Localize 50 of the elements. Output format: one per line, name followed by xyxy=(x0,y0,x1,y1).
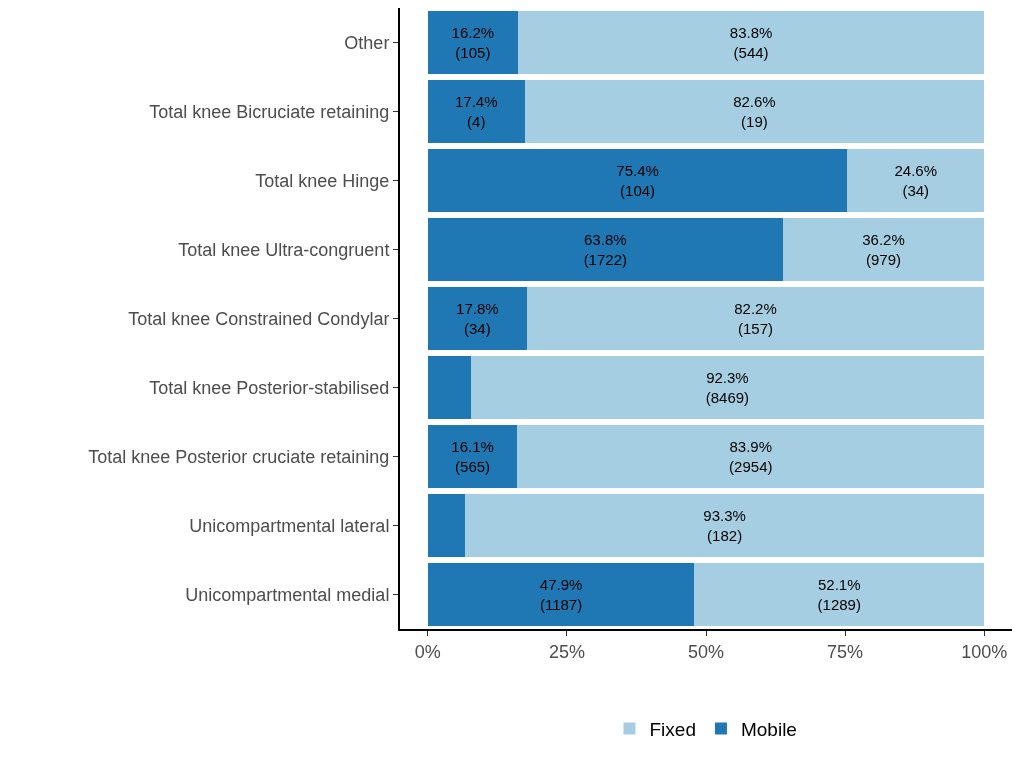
data-label: 75.4% (104) xyxy=(616,162,659,199)
y-tick-label: Total knee Ultra-congruent xyxy=(178,239,390,260)
data-label: 82.6% (19) xyxy=(733,93,776,130)
y-tick-label: Total knee Posterior cruciate retaining xyxy=(88,446,390,467)
bar xyxy=(427,356,471,419)
x-tick-label: 100% xyxy=(961,641,1008,662)
x-tick-label: 0% xyxy=(414,641,441,662)
bar xyxy=(526,287,985,350)
x-tick-label: 75% xyxy=(827,641,864,662)
legend-label: Mobile xyxy=(740,718,797,740)
y-tick-label: Other xyxy=(344,32,390,53)
legend-label: Fixed xyxy=(649,718,696,740)
y-tick-label: Total knee Hinge xyxy=(255,170,390,191)
bar xyxy=(427,287,527,350)
bar xyxy=(694,563,985,626)
data-label: 82.2% (157) xyxy=(734,300,777,337)
bar xyxy=(847,149,985,212)
y-tick-label: Unicompartmental lateral xyxy=(189,515,390,536)
data-label: 92.3% (8469) xyxy=(705,369,750,406)
y-tick-label: Total knee Constrained Condylar xyxy=(128,308,390,329)
bar xyxy=(427,11,518,74)
bar xyxy=(782,218,985,281)
data-label: 93.3% (182) xyxy=(703,507,746,544)
y-tick-label: Total knee Bicruciate retaining xyxy=(149,101,390,122)
bar xyxy=(470,356,985,419)
bar xyxy=(517,425,985,488)
bar xyxy=(427,80,525,143)
bar xyxy=(517,11,985,74)
data-label: 17.4% (4) xyxy=(454,93,498,130)
bar xyxy=(427,563,695,626)
x-tick-label: 50% xyxy=(687,641,725,662)
data-label: 83.8% (544) xyxy=(729,24,773,61)
bar xyxy=(465,494,985,557)
data-label: 52.1% (1289) xyxy=(817,576,861,613)
data-label: 63.8% (1722) xyxy=(583,231,627,268)
data-label: 47.9% (1187) xyxy=(539,576,583,613)
data-label: 16.2% (105) xyxy=(451,24,495,61)
bar xyxy=(524,80,985,143)
data-label: 83.9% (2954) xyxy=(729,438,773,475)
bar xyxy=(427,494,466,557)
bar xyxy=(427,218,783,281)
data-label: 36.2% (979) xyxy=(862,231,905,268)
y-tick-label: Unicompartmental medial xyxy=(185,584,390,605)
x-tick-label: 25% xyxy=(548,641,585,662)
bar xyxy=(427,425,518,488)
y-tick-label: Total knee Posterior-stabilised xyxy=(149,377,390,398)
data-label: 17.8% (34) xyxy=(456,300,499,337)
data-label: 16.1% (565) xyxy=(451,438,494,475)
data-label: 24.6% (34) xyxy=(894,162,938,199)
bar xyxy=(427,149,848,212)
